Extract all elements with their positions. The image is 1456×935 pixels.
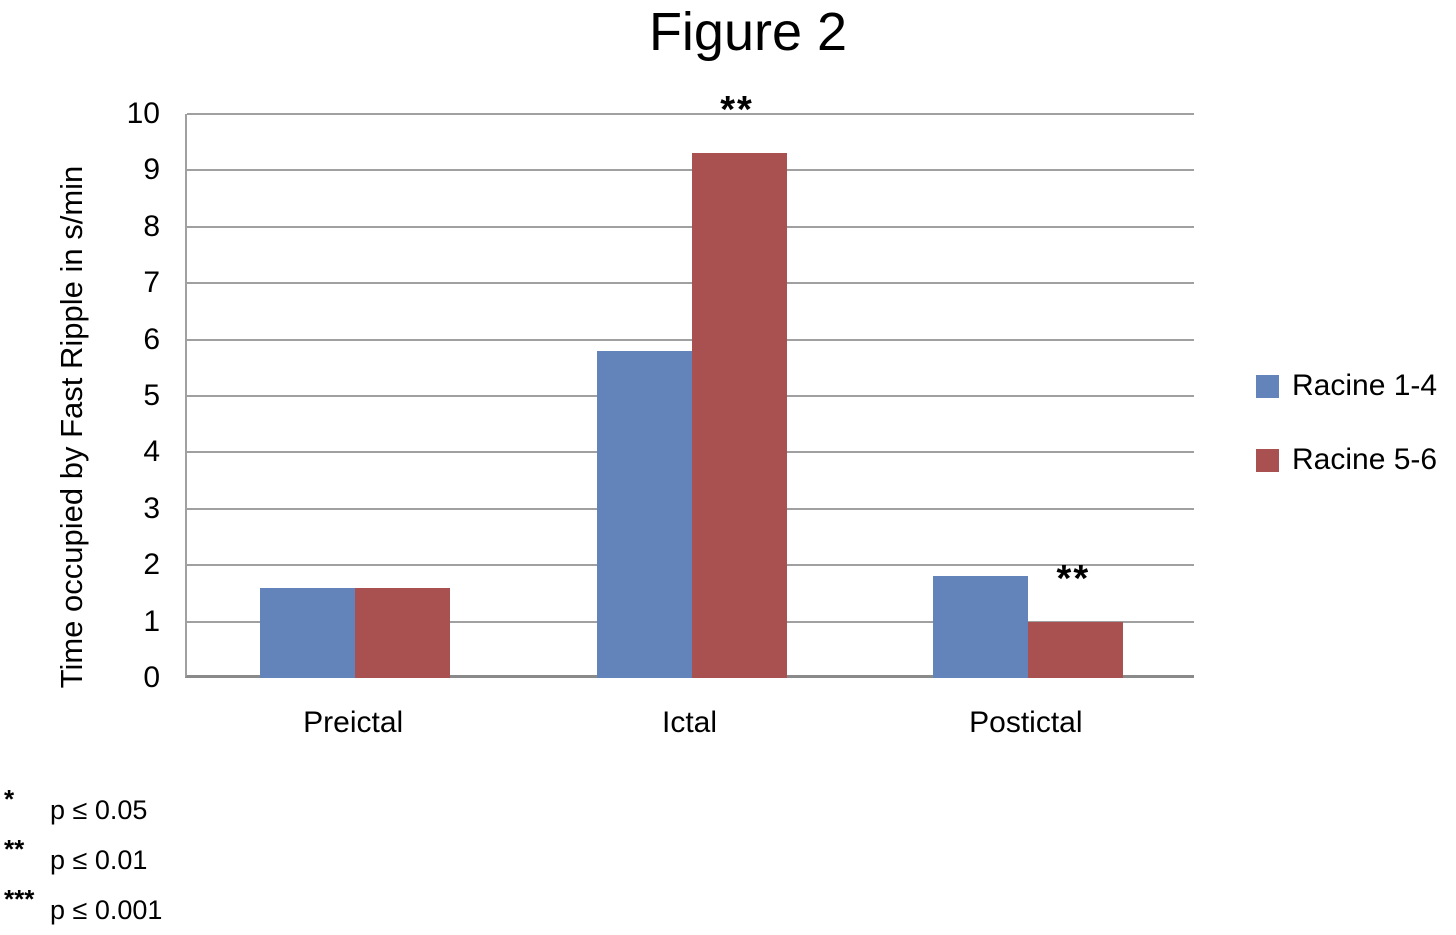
y-tick-label-9: 9 [143,153,160,187]
significance-marker-ictal: ** [720,89,754,132]
legend: Racine 1-4 Racine 5-6 [1256,368,1437,478]
bar-preictal-racine-5-6 [355,587,451,678]
chart-title: Figure 2 [648,2,848,62]
y-tick-label-3: 3 [143,491,160,525]
significance-marker-postictal: ** [1056,557,1091,600]
bar-ictal-racine-5-6 [691,153,787,678]
legend-swatch-icon [1256,448,1279,472]
legend-label: Racine 5-6 [1292,443,1438,476]
gridline-y-7 [187,282,1194,285]
gridline-y-10 [187,113,1194,115]
bar-postictal-racine-5-6 [1027,621,1123,678]
y-tick-label-2: 2 [143,548,160,582]
footnote-marker: * [4,784,15,814]
bar-preictal-racine-1-4 [260,587,356,678]
footnote-marker: ** [4,834,25,864]
x-category-label-preictal: Preictal [303,706,404,739]
y-axis-title: Time occupied by Fast Ripple in s/min [54,165,89,689]
plot-area [185,113,1194,678]
legend-swatch-icon [1256,374,1279,398]
gridline-y-9 [187,169,1194,172]
footnote-line-2: ** p ≤ 0.01 [4,835,162,885]
y-tick-label-5: 5 [143,379,160,412]
y-tick-label-0: 0 [143,661,160,694]
footnote-line-1: * p ≤ 0.05 [4,785,162,835]
footnote-line-3: *** p ≤ 0.001 [4,885,162,935]
footnote-text: p ≤ 0.05 [50,794,148,825]
y-tick-label-10: 10 [126,97,160,130]
bar-ictal-racine-1-4 [596,350,692,678]
gridline-y-6 [187,338,1194,341]
x-category-label-postictal: Postictal [969,706,1083,739]
y-tick-label-6: 6 [143,322,160,356]
y-tick-label-1: 1 [143,604,160,638]
legend-item-racine-5-6: Racine 5-6 [1256,442,1437,478]
y-tick-label-8: 8 [143,209,160,243]
footnote-marker: *** [4,884,35,914]
x-category-label-ictal: Ictal [661,706,718,739]
legend-item-racine-1-4: Racine 1-4 [1256,368,1437,404]
y-tick-label-7: 7 [143,266,160,300]
y-tick-label-4: 4 [143,435,160,469]
footnote-text: p ≤ 0.001 [50,894,163,925]
bar-postictal-racine-1-4 [932,576,1028,678]
legend-label: Racine 1-4 [1292,369,1438,402]
gridline-y-8 [187,225,1194,228]
significance-footnotes: * p ≤ 0.05 ** p ≤ 0.01 *** p ≤ 0.001 [4,785,162,935]
footnote-text: p ≤ 0.01 [50,844,148,875]
